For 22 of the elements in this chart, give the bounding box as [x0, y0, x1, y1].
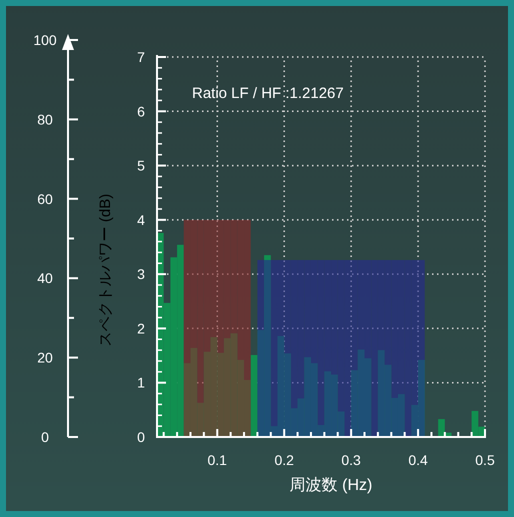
- x-tick-label: 0.2: [274, 452, 294, 468]
- x-tick-label: 0.3: [341, 452, 362, 468]
- y2-tick-label: 0: [41, 429, 50, 445]
- x-tick-label: 0.1: [208, 452, 228, 468]
- y-tick-label: 7: [137, 49, 146, 65]
- y-tick-label: 1: [137, 374, 146, 391]
- x-tick-label: 0.4: [408, 452, 428, 468]
- y-tick-label: 2: [137, 320, 146, 336]
- y2-tick-label: 60: [37, 190, 53, 207]
- x-axis-title: 周波数 (Hz): [290, 476, 372, 494]
- y-tick-label: 0: [137, 429, 146, 445]
- y-tick-label: 4: [137, 212, 146, 228]
- x-tick-label: 0.5: [475, 452, 495, 468]
- y-axis-title: スペクトルパワー (dB): [97, 194, 114, 346]
- y-tick-label: 6: [137, 103, 146, 120]
- y2-tick-label: 40: [37, 270, 53, 286]
- y-tick-label: 3: [137, 266, 146, 282]
- y2-tick-label: 100: [33, 32, 57, 48]
- y-tick-label: 5: [137, 158, 146, 174]
- y2-tick-label: 20: [37, 350, 53, 366]
- annotation: Ratio LF / HF :1.21267: [192, 85, 344, 102]
- y2-tick-label: 80: [37, 111, 53, 128]
